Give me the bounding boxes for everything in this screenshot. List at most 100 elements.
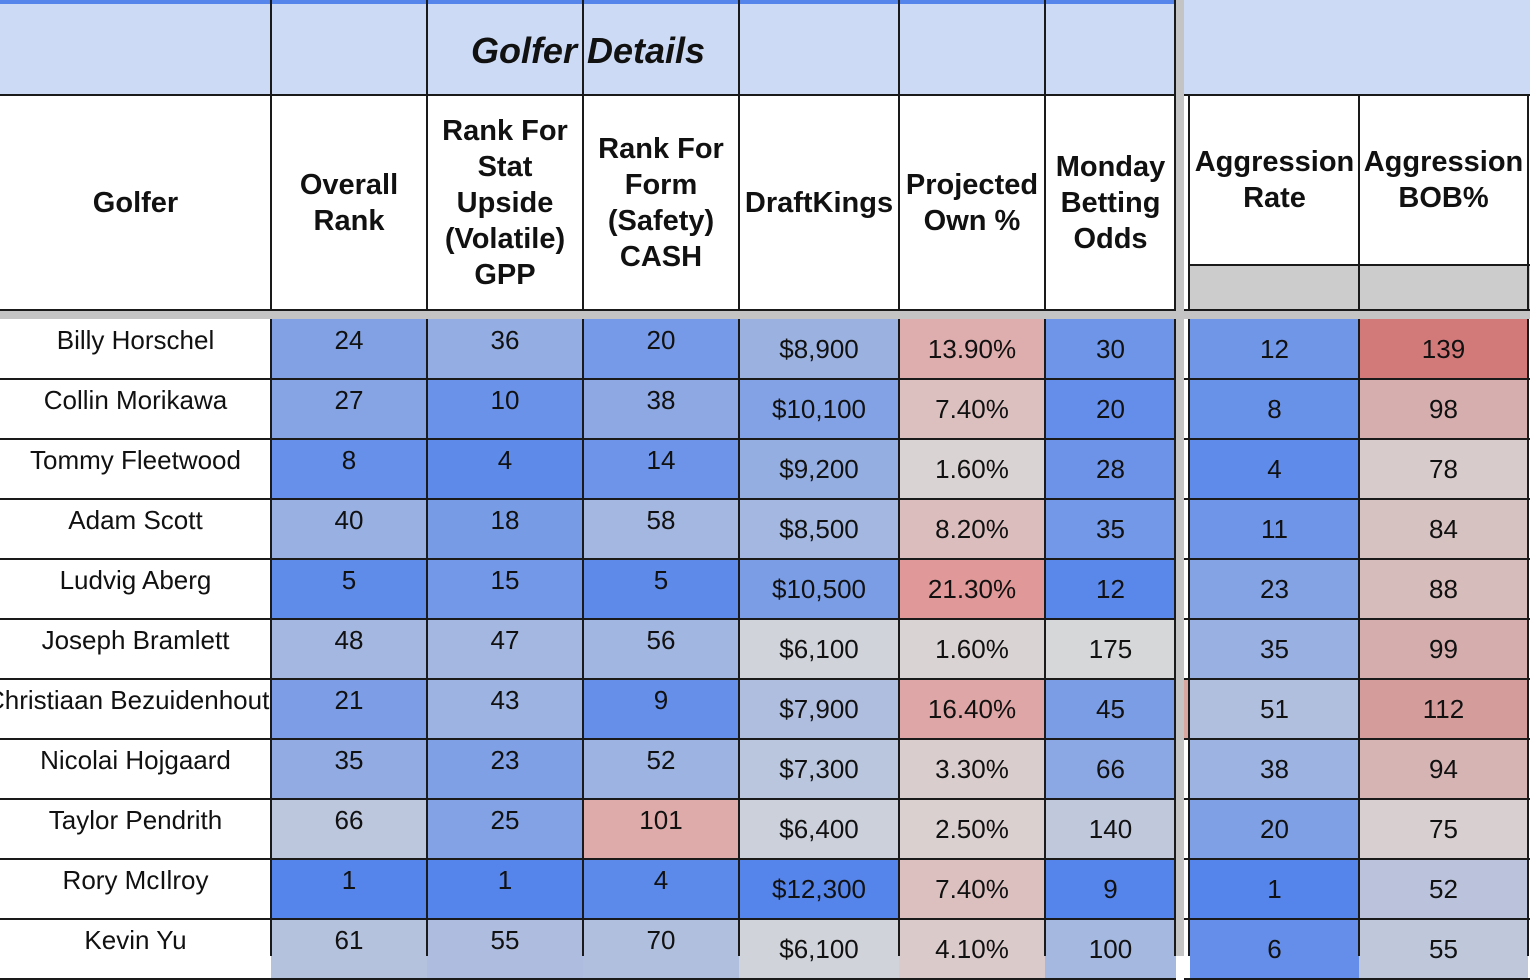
stat-upside-cell[interactable]: 43 bbox=[427, 679, 583, 739]
draftkings-cell[interactable]: $9,200 bbox=[739, 439, 899, 499]
golfer-cell[interactable]: Kevin Yu bbox=[0, 919, 271, 979]
overall-rank-cell[interactable]: 5 bbox=[271, 559, 427, 619]
golfer-cell[interactable]: Taylor Pendrith bbox=[0, 799, 271, 859]
aggression-bob-cell[interactable]: 75 bbox=[1359, 799, 1528, 859]
projected-own-cell[interactable]: 13.90% bbox=[899, 319, 1045, 379]
projected-own-cell[interactable]: 1.60% bbox=[899, 619, 1045, 679]
aggression-bob-cell[interactable]: 78 bbox=[1359, 439, 1528, 499]
stat-upside-cell[interactable]: 18 bbox=[427, 499, 583, 559]
draftkings-cell[interactable]: $8,900 bbox=[739, 319, 899, 379]
aggression-rate-cell[interactable]: 23 bbox=[1190, 559, 1359, 619]
monday-odds-cell[interactable]: 100 bbox=[1045, 919, 1176, 979]
draftkings-cell[interactable]: $6,100 bbox=[739, 919, 899, 979]
overall-rank-cell[interactable]: 24 bbox=[271, 319, 427, 379]
golfer-cell[interactable]: Nicolai Hojgaard bbox=[0, 739, 271, 799]
monday-odds-cell[interactable]: 12 bbox=[1045, 559, 1176, 619]
aggression-rate-cell[interactable]: 38 bbox=[1190, 739, 1359, 799]
overall-rank-cell[interactable]: 35 bbox=[271, 739, 427, 799]
projected-own-cell[interactable]: 3.30% bbox=[899, 739, 1045, 799]
aggression-bob-cell[interactable]: 52 bbox=[1359, 859, 1528, 919]
golfer-cell[interactable]: Tommy Fleetwood bbox=[0, 439, 271, 499]
draftkings-cell[interactable]: $6,400 bbox=[739, 799, 899, 859]
monday-odds-cell[interactable]: 9 bbox=[1045, 859, 1176, 919]
golfer-cell[interactable]: Ludvig Aberg bbox=[0, 559, 271, 619]
header-monday-odds[interactable]: Monday Betting Odds bbox=[1045, 95, 1176, 310]
header-projected-own[interactable]: Projected Own % bbox=[899, 95, 1045, 310]
projected-own-cell[interactable]: 16.40% bbox=[899, 679, 1045, 739]
draftkings-cell[interactable]: $7,900 bbox=[739, 679, 899, 739]
stat-upside-cell[interactable]: 1 bbox=[427, 859, 583, 919]
header-draftkings[interactable]: DraftKings bbox=[739, 95, 899, 310]
monday-odds-cell[interactable]: 30 bbox=[1045, 319, 1176, 379]
golfer-cell[interactable]: Rory McIlroy bbox=[0, 859, 271, 919]
stat-upside-cell[interactable]: 55 bbox=[427, 919, 583, 979]
form-safety-cell[interactable]: 56 bbox=[583, 619, 739, 679]
frozen-row-divider[interactable] bbox=[0, 310, 1530, 319]
header-aggression-bob[interactable]: Aggression BOB% bbox=[1359, 95, 1528, 265]
monday-odds-cell[interactable]: 28 bbox=[1045, 439, 1176, 499]
stat-upside-cell[interactable]: 36 bbox=[427, 319, 583, 379]
stat-upside-cell[interactable]: 23 bbox=[427, 739, 583, 799]
aggression-bob-cell[interactable]: 112 bbox=[1359, 679, 1528, 739]
monday-odds-cell[interactable]: 20 bbox=[1045, 379, 1176, 439]
overall-rank-cell[interactable]: 21 bbox=[271, 679, 427, 739]
form-safety-cell[interactable]: 70 bbox=[583, 919, 739, 979]
form-safety-cell[interactable]: 20 bbox=[583, 319, 739, 379]
aggression-rate-cell[interactable]: 35 bbox=[1190, 619, 1359, 679]
stat-upside-cell[interactable]: 15 bbox=[427, 559, 583, 619]
header-rank-stat-upside[interactable]: Rank For Stat Upside (Volatile) GPP bbox=[427, 95, 583, 310]
header-overall-rank[interactable]: Overall Rank bbox=[271, 95, 427, 310]
frozen-column-divider[interactable] bbox=[1176, 0, 1184, 956]
overall-rank-cell[interactable]: 8 bbox=[271, 439, 427, 499]
aggression-rate-cell[interactable]: 8 bbox=[1190, 379, 1359, 439]
projected-own-cell[interactable]: 2.50% bbox=[899, 799, 1045, 859]
draftkings-cell[interactable]: $10,100 bbox=[739, 379, 899, 439]
aggression-rate-cell[interactable]: 20 bbox=[1190, 799, 1359, 859]
form-safety-cell[interactable]: 58 bbox=[583, 499, 739, 559]
aggression-rate-cell[interactable]: 1 bbox=[1190, 859, 1359, 919]
form-safety-cell[interactable]: 9 bbox=[583, 679, 739, 739]
golfer-cell[interactable]: Adam Scott bbox=[0, 499, 271, 559]
draftkings-cell[interactable]: $10,500 bbox=[739, 559, 899, 619]
overall-rank-cell[interactable]: 48 bbox=[271, 619, 427, 679]
overall-rank-cell[interactable]: 40 bbox=[271, 499, 427, 559]
golfer-cell[interactable]: Collin Morikawa bbox=[0, 379, 271, 439]
aggression-rate-cell[interactable]: 51 bbox=[1190, 679, 1359, 739]
projected-own-cell[interactable]: 1.60% bbox=[899, 439, 1045, 499]
aggression-bob-cell[interactable]: 88 bbox=[1359, 559, 1528, 619]
monday-odds-cell[interactable]: 175 bbox=[1045, 619, 1176, 679]
overall-rank-cell[interactable]: 1 bbox=[271, 859, 427, 919]
projected-own-cell[interactable]: 21.30% bbox=[899, 559, 1045, 619]
golfer-cell[interactable]: Christiaan Bezuidenhout bbox=[0, 679, 271, 739]
stat-upside-cell[interactable]: 4 bbox=[427, 439, 583, 499]
projected-own-cell[interactable]: 4.10% bbox=[899, 919, 1045, 979]
aggression-bob-cell[interactable]: 84 bbox=[1359, 499, 1528, 559]
header-golfer[interactable]: Golfer bbox=[0, 95, 271, 310]
projected-own-cell[interactable]: 7.40% bbox=[899, 859, 1045, 919]
draftkings-cell[interactable]: $7,300 bbox=[739, 739, 899, 799]
golfer-cell[interactable]: Joseph Bramlett bbox=[0, 619, 271, 679]
form-safety-cell[interactable]: 52 bbox=[583, 739, 739, 799]
aggression-bob-cell[interactable]: 55 bbox=[1359, 919, 1528, 979]
aggression-rate-cell[interactable]: 4 bbox=[1190, 439, 1359, 499]
draftkings-cell[interactable]: $6,100 bbox=[739, 619, 899, 679]
monday-odds-cell[interactable]: 140 bbox=[1045, 799, 1176, 859]
draftkings-cell[interactable]: $12,300 bbox=[739, 859, 899, 919]
overall-rank-cell[interactable]: 61 bbox=[271, 919, 427, 979]
stat-upside-cell[interactable]: 47 bbox=[427, 619, 583, 679]
stat-upside-cell[interactable]: 10 bbox=[427, 379, 583, 439]
aggression-rate-cell[interactable]: 6 bbox=[1190, 919, 1359, 979]
form-safety-cell[interactable]: 38 bbox=[583, 379, 739, 439]
golfer-cell[interactable]: Billy Horschel bbox=[0, 319, 271, 379]
stat-upside-cell[interactable]: 25 bbox=[427, 799, 583, 859]
form-safety-cell[interactable]: 101 bbox=[583, 799, 739, 859]
form-safety-cell[interactable]: 14 bbox=[583, 439, 739, 499]
projected-own-cell[interactable]: 7.40% bbox=[899, 379, 1045, 439]
header-rank-form-safety[interactable]: Rank For Form (Safety) CASH bbox=[583, 95, 739, 310]
form-safety-cell[interactable]: 4 bbox=[583, 859, 739, 919]
aggression-bob-cell[interactable]: 139 bbox=[1359, 319, 1528, 379]
monday-odds-cell[interactable]: 45 bbox=[1045, 679, 1176, 739]
form-safety-cell[interactable]: 5 bbox=[583, 559, 739, 619]
aggression-bob-cell[interactable]: 98 bbox=[1359, 379, 1528, 439]
header-aggression-rate[interactable]: Aggression Rate bbox=[1190, 95, 1359, 265]
